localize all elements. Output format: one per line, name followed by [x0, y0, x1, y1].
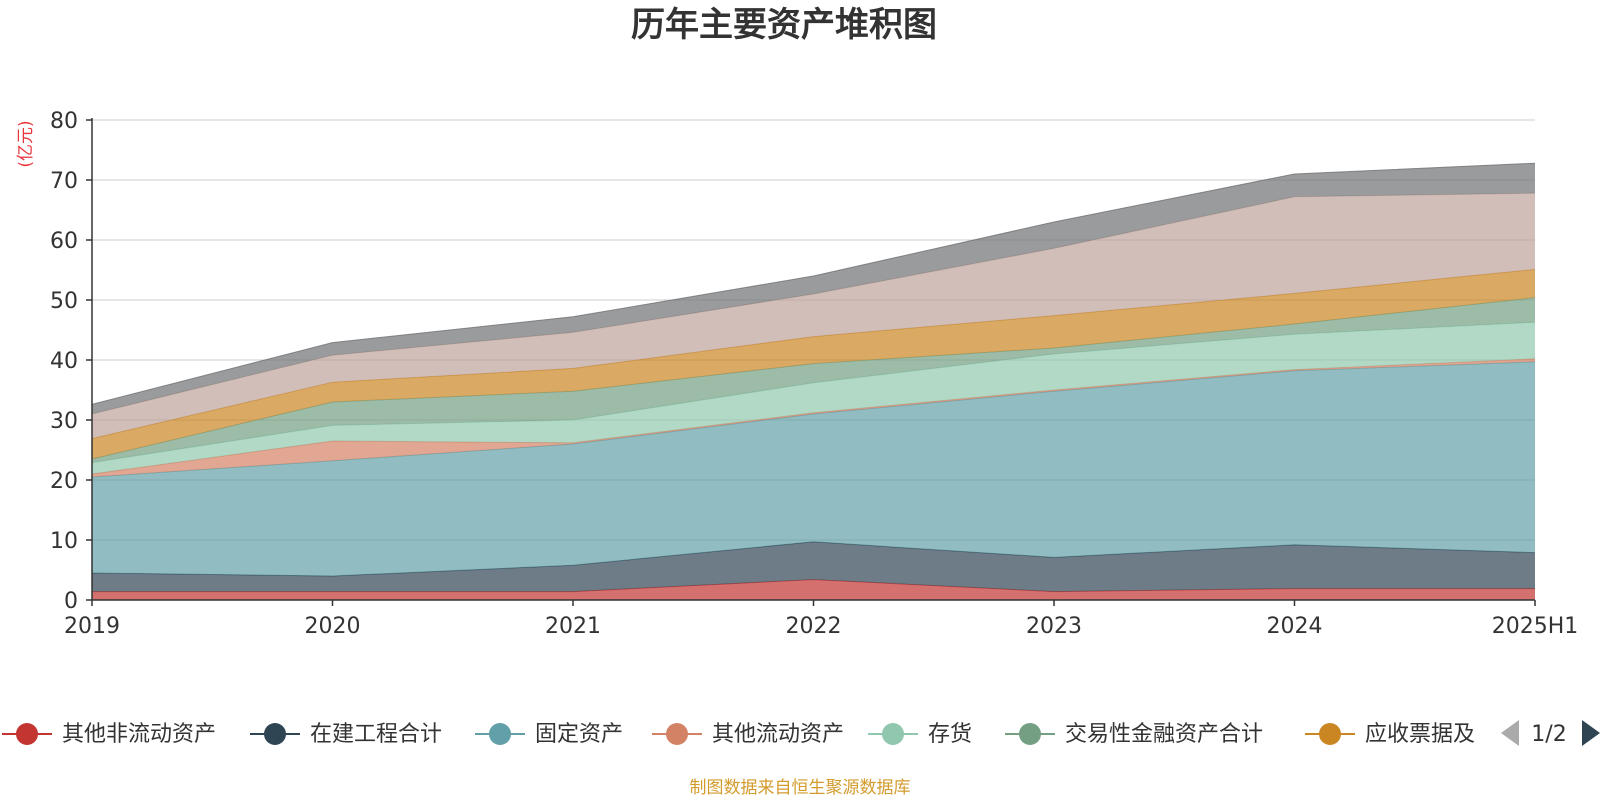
x-tick-label: 2024: [1267, 614, 1323, 639]
area-series-5: [92, 297, 1535, 463]
legend-item-3[interactable]: 其他流动资产: [652, 722, 844, 747]
legend-label: 固定资产: [535, 722, 623, 747]
legend-item-1[interactable]: 在建工程合计: [250, 722, 442, 747]
x-tick-label: 2020: [305, 614, 361, 639]
legend-item-4[interactable]: 存货: [868, 722, 972, 747]
x-tick-label: 2023: [1026, 614, 1082, 639]
legend-circle-icon: [666, 723, 688, 745]
y-tick-label: 40: [50, 349, 78, 374]
x-tick-label: 2019: [64, 614, 120, 639]
y-tick-label: 0: [64, 589, 78, 614]
legend: 其他非流动资产 在建工程合计 固定资产 其他流动资产 存货 交易性金融资产合计 应收票据及: [2, 722, 1475, 747]
legend-label: 交易性金融资产合计: [1065, 722, 1263, 747]
data-source-note: 制图数据来自恒生聚源数据库: [690, 778, 911, 798]
area-series-7: [92, 193, 1535, 439]
chart-title: 历年主要资产堆积图: [631, 5, 937, 45]
legend-label: 在建工程合计: [310, 722, 442, 747]
x-axis-ticks: 2019 2020 2021 2022 2023 2024 2025H1: [64, 600, 1578, 639]
legend-circle-icon: [882, 723, 904, 745]
legend-circle-icon: [264, 723, 286, 745]
area-series-2: [92, 361, 1535, 576]
legend-item-5[interactable]: 交易性金融资产合计: [1005, 722, 1263, 747]
area-series-4: [92, 322, 1535, 474]
y-axis-ticks: 0 10 20 30 40 50 60 70 80: [50, 109, 92, 614]
x-tick-label: 2022: [786, 614, 842, 639]
area-series-6: [92, 269, 1535, 459]
legend-circle-icon: [1019, 723, 1041, 745]
legend-label: 存货: [928, 722, 972, 747]
legend-item-2[interactable]: 固定资产: [475, 722, 623, 747]
legend-label: 应收票据及: [1365, 722, 1475, 747]
legend-pager: 1/2: [1501, 720, 1600, 747]
area-series-8: [92, 163, 1535, 414]
y-tick-label: 80: [50, 109, 78, 134]
area-series-3: [92, 358, 1535, 477]
y-tick-label: 70: [50, 169, 78, 194]
legend-circle-icon: [16, 723, 38, 745]
y-tick-label: 30: [50, 409, 78, 434]
y-tick-label: 20: [50, 469, 78, 494]
legend-label: 其他非流动资产: [62, 722, 216, 747]
y-tick-label: 60: [50, 229, 78, 254]
area-series-edge-8: [91, 162, 1536, 405]
x-tick-label: 2025H1: [1492, 614, 1579, 639]
legend-page-indicator: 1/2: [1531, 722, 1566, 747]
legend-prev-page-icon[interactable]: [1501, 720, 1519, 746]
area-series-0: [92, 579, 1535, 600]
x-tick-label: 2021: [545, 614, 601, 639]
legend-item-0[interactable]: 其他非流动资产: [2, 722, 216, 747]
y-tick-label: 10: [50, 529, 78, 554]
y-tick-label: 50: [50, 289, 78, 314]
legend-label: 其他流动资产: [712, 722, 844, 747]
y-axis-unit: (亿元): [16, 120, 36, 167]
area-series-group: [91, 162, 1536, 600]
legend-next-page-icon[interactable]: [1582, 720, 1600, 746]
legend-item-6[interactable]: 应收票据及: [1305, 722, 1475, 747]
area-series-1: [92, 541, 1535, 592]
legend-circle-icon: [1319, 723, 1341, 745]
legend-circle-icon: [489, 723, 511, 745]
